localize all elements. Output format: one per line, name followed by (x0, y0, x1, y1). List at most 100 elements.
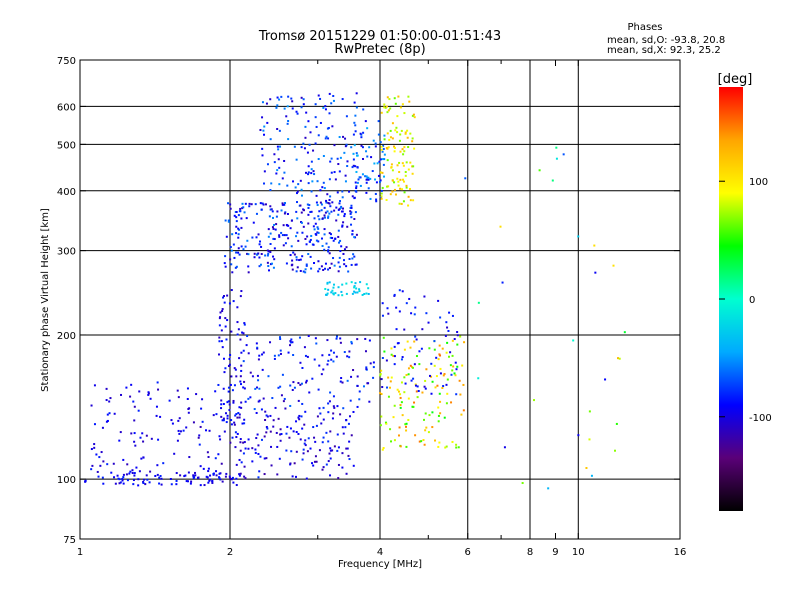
data-point (235, 251, 238, 254)
data-point (332, 99, 335, 102)
data-point (345, 418, 348, 421)
data-point (328, 232, 331, 235)
data-point (236, 432, 239, 435)
data-point (379, 374, 382, 377)
data-point (328, 178, 331, 181)
data-point (268, 269, 271, 272)
data-point (394, 102, 397, 105)
data-point (261, 353, 264, 356)
data-point (278, 234, 281, 237)
data-point (117, 477, 120, 480)
data-point (276, 473, 279, 476)
data-point (315, 342, 318, 345)
data-point (452, 365, 455, 368)
data-point (279, 439, 282, 442)
data-point (308, 204, 311, 207)
y-tick-label: 75 (63, 535, 76, 546)
data-point (246, 252, 249, 255)
data-point (148, 481, 151, 484)
data-point (356, 384, 359, 387)
data-point (393, 439, 396, 442)
data-point (313, 217, 316, 220)
data-point (354, 211, 357, 214)
data-point (380, 197, 383, 200)
data-point (380, 148, 383, 151)
data-point (364, 120, 367, 123)
data-point (362, 385, 365, 388)
data-point (393, 363, 396, 366)
data-point (238, 413, 241, 416)
data-point (279, 336, 282, 339)
data-point (331, 201, 334, 204)
data-point (234, 414, 237, 417)
data-point (240, 364, 243, 367)
data-point (302, 225, 305, 228)
data-point (409, 199, 412, 202)
data-point (294, 475, 297, 478)
data-point (95, 453, 98, 456)
data-point (233, 256, 236, 259)
data-point (199, 425, 202, 428)
data-point (281, 177, 284, 180)
data-point (335, 335, 338, 338)
data-point (270, 445, 273, 448)
data-point (301, 255, 304, 258)
data-point (499, 225, 502, 228)
data-point (416, 396, 419, 399)
data-point (322, 181, 325, 184)
data-point (307, 437, 310, 440)
data-point (302, 98, 305, 101)
data-point (301, 402, 304, 405)
data-point (361, 146, 364, 149)
data-point (399, 178, 402, 181)
data-point (239, 338, 242, 341)
data-point (324, 137, 327, 140)
data-point (243, 422, 246, 425)
data-point (418, 350, 421, 353)
data-point (312, 464, 315, 467)
data-point (275, 431, 278, 434)
data-point (384, 106, 387, 109)
data-point (316, 226, 319, 229)
data-point (141, 432, 144, 435)
data-point (235, 477, 238, 480)
data-point (353, 144, 356, 147)
data-point (102, 460, 105, 463)
data-point (327, 440, 330, 443)
data-point (169, 477, 172, 480)
data-point (270, 182, 273, 185)
data-point (377, 133, 380, 136)
data-point (304, 410, 307, 413)
data-point (319, 189, 322, 192)
data-point (278, 457, 281, 460)
data-point (273, 354, 276, 357)
data-point (328, 452, 331, 455)
data-point (240, 226, 243, 229)
data-point (272, 216, 275, 219)
data-point (227, 202, 230, 205)
data-point (420, 440, 423, 443)
data-point (222, 402, 225, 405)
data-point (307, 165, 310, 168)
data-point (293, 145, 296, 148)
data-point (222, 357, 225, 360)
data-point (287, 138, 290, 141)
data-point (327, 359, 330, 362)
data-point (423, 443, 426, 446)
data-point (333, 171, 336, 174)
data-point (101, 426, 104, 429)
data-point (222, 295, 225, 298)
colorbar-tick-label: 100 (749, 177, 768, 188)
data-point (230, 423, 233, 426)
data-point (258, 387, 261, 390)
data-point (330, 157, 333, 160)
data-point (280, 95, 283, 98)
data-point (259, 263, 262, 266)
data-point (283, 171, 286, 174)
data-point (236, 306, 239, 309)
data-point (233, 421, 236, 424)
data-point (215, 470, 218, 473)
data-point (397, 434, 400, 437)
data-point (249, 371, 252, 374)
data-point (243, 441, 246, 444)
